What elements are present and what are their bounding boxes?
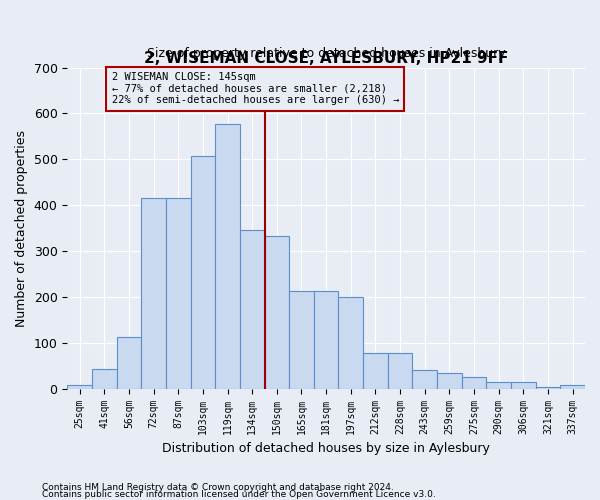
- Bar: [462, 377, 487, 388]
- Bar: [314, 292, 338, 388]
- X-axis label: Distribution of detached houses by size in Aylesbury: Distribution of detached houses by size …: [162, 442, 490, 455]
- Bar: [511, 382, 536, 388]
- Bar: [215, 124, 240, 388]
- Title: 2, WISEMAN CLOSE, AYLESBURY, HP21 9FF: 2, WISEMAN CLOSE, AYLESBURY, HP21 9FF: [144, 52, 508, 66]
- Bar: [191, 156, 215, 388]
- Bar: [363, 353, 388, 388]
- Bar: [265, 236, 289, 388]
- Bar: [412, 370, 437, 388]
- Text: Contains HM Land Registry data © Crown copyright and database right 2024.: Contains HM Land Registry data © Crown c…: [42, 484, 394, 492]
- Text: Size of property relative to detached houses in Aylesbury: Size of property relative to detached ho…: [147, 46, 505, 60]
- Bar: [560, 386, 585, 388]
- Text: 2 WISEMAN CLOSE: 145sqm
← 77% of detached houses are smaller (2,218)
22% of semi: 2 WISEMAN CLOSE: 145sqm ← 77% of detache…: [112, 72, 399, 106]
- Bar: [67, 385, 92, 388]
- Bar: [92, 370, 116, 388]
- Bar: [240, 230, 265, 388]
- Y-axis label: Number of detached properties: Number of detached properties: [15, 130, 28, 326]
- Bar: [141, 198, 166, 388]
- Bar: [116, 338, 141, 388]
- Bar: [338, 297, 363, 388]
- Bar: [388, 353, 412, 388]
- Text: Contains public sector information licensed under the Open Government Licence v3: Contains public sector information licen…: [42, 490, 436, 499]
- Bar: [437, 372, 462, 388]
- Bar: [289, 292, 314, 388]
- Bar: [166, 198, 191, 388]
- Bar: [487, 382, 511, 388]
